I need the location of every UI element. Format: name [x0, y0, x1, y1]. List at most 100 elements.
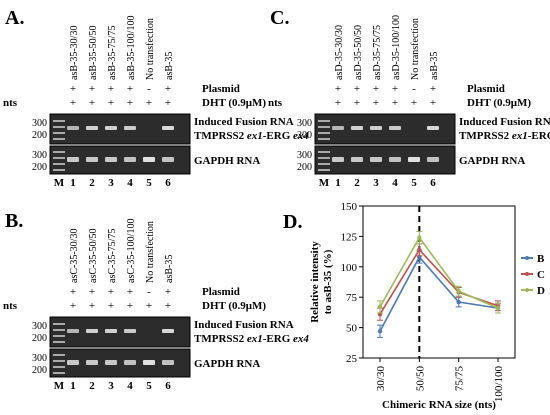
lane-label: asB-35 [429, 52, 440, 80]
lane-number: 6 [165, 380, 171, 392]
x-axis-label: Chimeric RNA size (nts) [382, 399, 496, 411]
lane-label: asC-35-30/30 [69, 229, 80, 283]
ladder-label: 200 [32, 365, 47, 376]
dht-sign: + [89, 300, 95, 312]
panel-letter: A. [5, 7, 24, 29]
panel-letter: D. [283, 211, 302, 233]
marker-band [53, 120, 65, 122]
data-point [495, 305, 501, 311]
dht-sign: + [392, 97, 398, 109]
plasmid-sign: + [89, 83, 95, 95]
lane-label: asD-35-100/100 [391, 15, 402, 80]
data-point [417, 235, 422, 240]
dht-sign: + [127, 97, 133, 109]
gel-panel-panelA: A. asB-35-30/30 asB-35-50/50 asB-35-75/75 as… [3, 7, 309, 189]
fusion-label: Induced Fusion RNA [194, 319, 294, 331]
line-chart: D. 25 50 75 100 125 150 Relative intensity to as… [283, 201, 545, 411]
dht-sign: + [335, 97, 341, 109]
lane-number: 1 [70, 177, 76, 189]
plasmid-sign: + [70, 286, 76, 298]
fusion-band [124, 126, 136, 130]
marker-band [318, 151, 330, 153]
marker-band [53, 360, 65, 362]
dht-label: DHT (0.9μM) [202, 97, 266, 109]
lane-number: 2 [89, 177, 95, 189]
fusion-band [124, 329, 136, 333]
fusion-band [67, 329, 79, 333]
legend-marker [525, 288, 529, 292]
lane-number: 5 [146, 177, 152, 189]
dht-sign: + [70, 97, 76, 109]
gel-panel-panelC: C. asD-35-30/30 asD-35-50/50 asD-35-75/75 as… [268, 7, 550, 189]
marker-band [53, 366, 65, 368]
gapdh-band [427, 157, 439, 162]
gapdh-band [370, 157, 382, 162]
plasmid-sign: - [412, 83, 416, 95]
lane-label: asB-35-100/100 [126, 16, 137, 80]
lane-label: asD-35-75/75 [372, 25, 383, 80]
lane-label: asB-35 [164, 52, 175, 80]
y-tick-label: 75 [346, 292, 358, 304]
marker-band [53, 323, 65, 325]
lane-number: 6 [430, 177, 436, 189]
plasmid-label: Plasmid [467, 83, 505, 95]
ladder-label: 300 [32, 321, 47, 332]
marker-band [53, 157, 65, 159]
plasmid-label: Plasmid [202, 286, 240, 298]
gapdh-label: GAPDH RNA [194, 358, 260, 370]
lane-number: 2 [89, 380, 95, 392]
gapdh-band [105, 157, 117, 162]
marker-band [318, 132, 330, 134]
plasmid-sign: + [89, 286, 95, 298]
plasmid-sign: + [127, 286, 133, 298]
lane-number: 5 [146, 380, 152, 392]
plasmid-sign: + [165, 83, 171, 95]
lane-label: asD-35-50/50 [353, 25, 364, 80]
plasmid-sign: + [127, 83, 133, 95]
plot-frame [362, 205, 516, 359]
plasmid-sign: - [147, 83, 151, 95]
marker-band [53, 372, 65, 374]
fusion-band [389, 126, 401, 130]
lane-label: No transfection [410, 18, 421, 80]
lane-label: asB-35 [164, 255, 175, 283]
nts-label: nts [3, 300, 18, 312]
gapdh-band [143, 360, 155, 365]
marker-band [53, 126, 65, 128]
dht-sign: + [354, 97, 360, 109]
ladder-label: 300 [297, 150, 312, 161]
ladder-label: 300 [32, 353, 47, 364]
x-tick-label: 30/30 [375, 366, 387, 392]
ladder-label: 300 [297, 118, 312, 129]
legend-label: C [537, 269, 545, 281]
y-tick-label: 25 [346, 353, 358, 365]
fusion-gene-label: TMPRSS2 ex1-ERG ex4 [459, 130, 550, 142]
gapdh-band [162, 360, 174, 365]
fusion-band [105, 126, 117, 130]
lane-number: 2 [354, 177, 360, 189]
panel-letter: C. [270, 7, 289, 29]
lane-number: 1 [70, 380, 76, 392]
gapdh-band [124, 157, 136, 162]
gapdh-band [351, 157, 363, 162]
fusion-gene-label: TMPRSS2 ex1-ERG ex4 [194, 333, 309, 345]
plasmid-sign: + [430, 83, 436, 95]
lane-label: asB-35-30/30 [69, 26, 80, 80]
data-point [377, 304, 383, 310]
gapdh-band [332, 157, 344, 162]
marker-band [318, 169, 330, 171]
lane-number: 1 [335, 177, 341, 189]
y-axis-label: to asB-35 (%) [322, 249, 334, 314]
dht-label: DHT (0.9μM) [467, 97, 531, 109]
lane-number: 4 [392, 177, 398, 189]
gel-panel-panelB: B. asC-35-30/30 asC-35-50/50 asC-35-75/75 as… [3, 210, 309, 392]
plasmid-sign: + [108, 286, 114, 298]
panel-letter: B. [5, 210, 23, 232]
fusion-label: Induced Fusion RNA [194, 116, 294, 128]
dht-sign: + [108, 97, 114, 109]
dht-sign: + [411, 97, 417, 109]
marker-band [53, 138, 65, 140]
marker-label: M [319, 177, 330, 189]
marker-band [318, 126, 330, 128]
